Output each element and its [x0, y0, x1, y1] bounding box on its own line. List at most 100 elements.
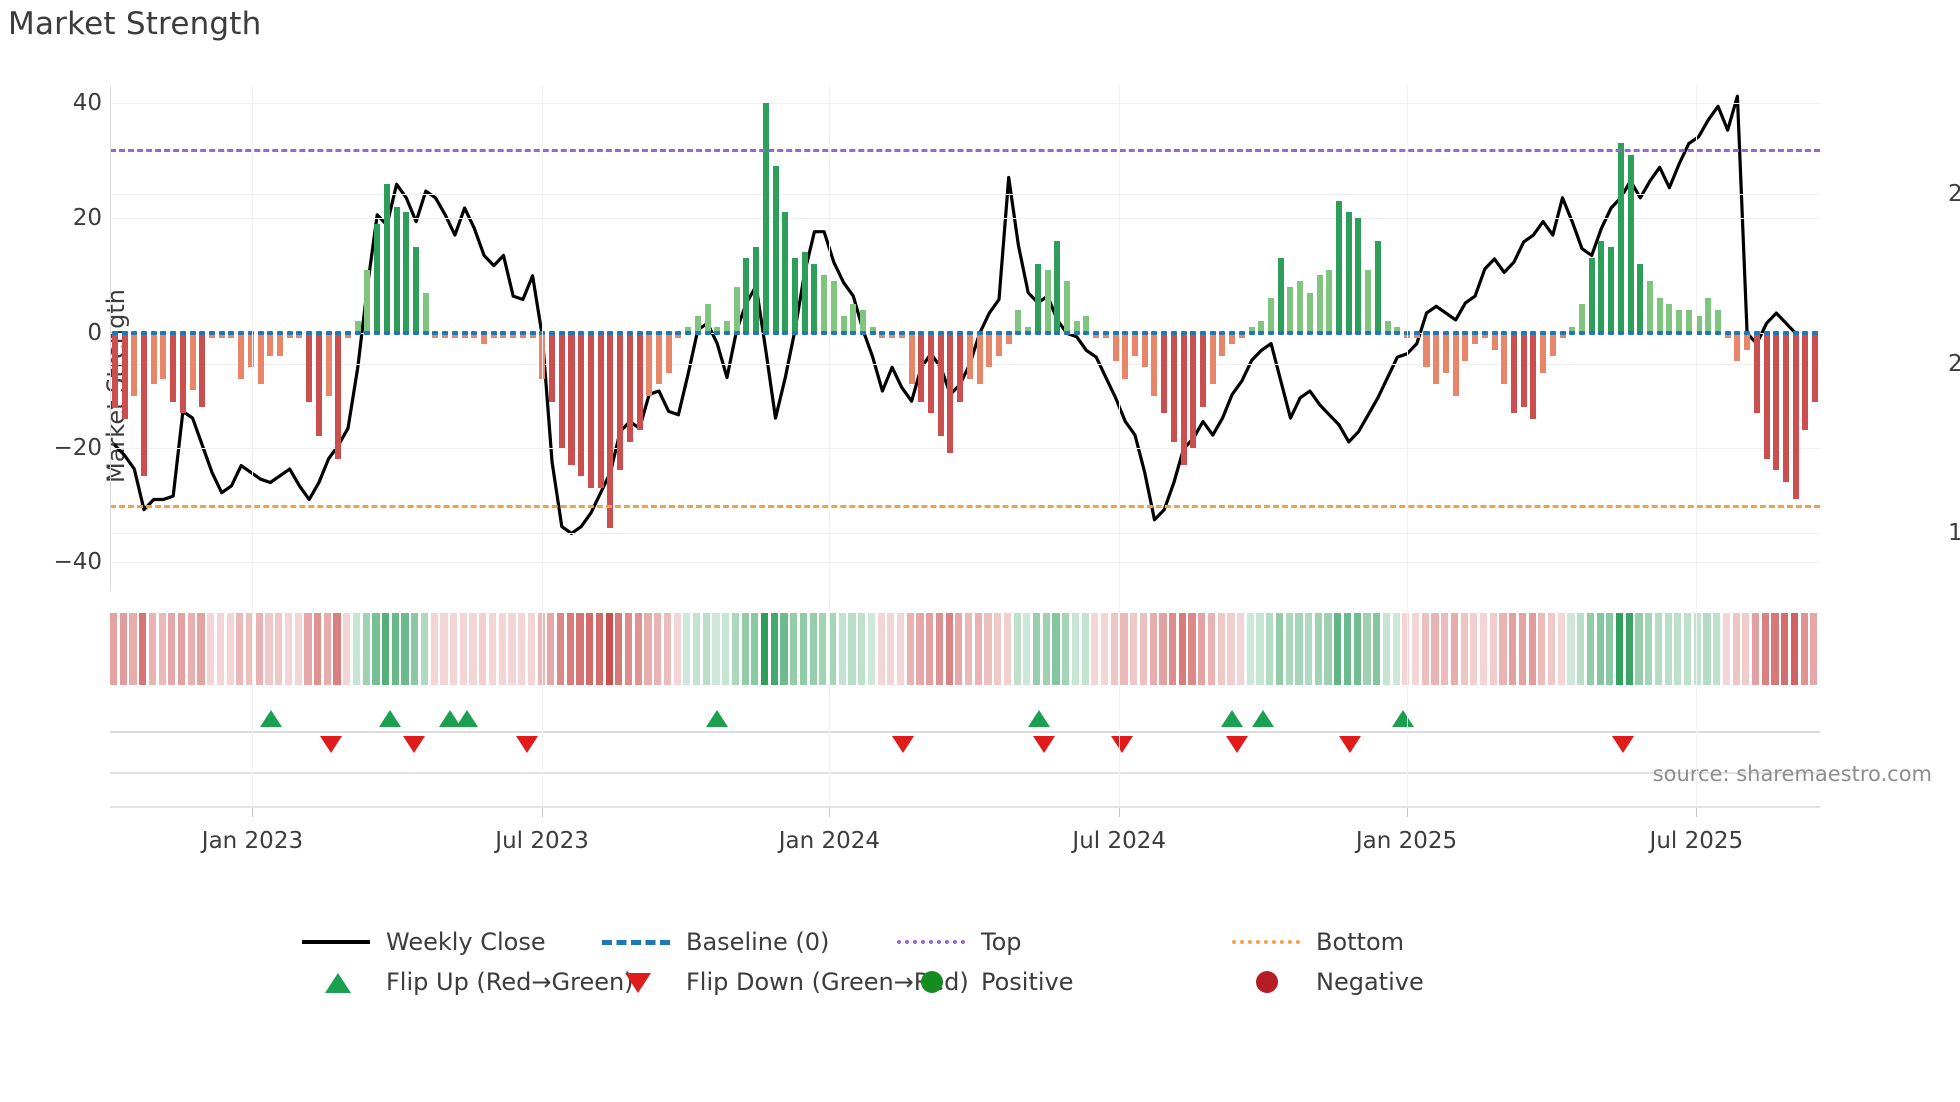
strength-bar: [1472, 332, 1479, 345]
strength-bar: [1316, 275, 1323, 333]
baseline-segment: [189, 330, 196, 335]
heat-cell: [858, 613, 866, 685]
baseline-segment: [995, 330, 1002, 335]
flip-down-marker[interactable]: [1032, 736, 1055, 753]
baseline-segment: [1394, 330, 1401, 335]
baseline-segment: [1297, 330, 1304, 335]
flip-up-marker[interactable]: [706, 710, 729, 727]
heat-cell: [1101, 613, 1109, 685]
heat-cell: [819, 613, 827, 685]
strength-bar: [1151, 332, 1158, 396]
heat-cell: [634, 613, 642, 685]
strength-bar: [1423, 332, 1430, 368]
strength-bar: [704, 304, 711, 333]
heat-cell: [1052, 613, 1060, 685]
flip-down-marker[interactable]: [1225, 736, 1248, 753]
strength-bar: [286, 332, 293, 339]
baseline-segment: [335, 330, 342, 335]
strength-bar: [1287, 286, 1294, 333]
heat-cell: [1509, 613, 1517, 685]
legend-item-positive[interactable]: Positive: [895, 960, 1074, 1004]
strength-bar: [772, 166, 779, 333]
baseline-segment: [510, 330, 517, 335]
triangle-up-icon: [300, 970, 372, 994]
flip-down-marker[interactable]: [403, 736, 426, 753]
flip-down-marker[interactable]: [892, 736, 915, 753]
flip-up-marker[interactable]: [1391, 710, 1414, 727]
heat-cell: [333, 613, 341, 685]
baseline-segment: [354, 330, 361, 335]
baseline-segment: [432, 330, 439, 335]
heat-cell: [430, 613, 438, 685]
baseline-segment: [228, 330, 235, 335]
heat-cell: [488, 613, 497, 685]
heat-cell: [877, 613, 885, 685]
baseline-segment: [733, 330, 740, 335]
heat-cell: [1635, 613, 1643, 685]
heat-cell: [401, 613, 409, 685]
baseline-segment: [529, 330, 536, 335]
heat-cell: [1421, 613, 1429, 685]
baseline-segment: [1578, 330, 1585, 335]
legend-item-bottom[interactable]: Bottom: [1230, 920, 1404, 964]
baseline-segment: [1161, 330, 1168, 335]
flip-up-marker[interactable]: [1251, 710, 1274, 727]
heat-cell: [576, 613, 584, 685]
strength-bar: [850, 304, 857, 333]
flip-up-marker[interactable]: [1220, 710, 1243, 727]
strength-bar: [1044, 269, 1051, 333]
strength-bar: [403, 212, 410, 333]
flip-up-marker[interactable]: [1027, 710, 1050, 727]
baseline-segment: [665, 330, 672, 335]
divider-rule-lower: [110, 806, 1820, 808]
heat-cell: [197, 613, 205, 685]
heat-cell: [148, 613, 157, 685]
flip-down-marker[interactable]: [516, 736, 539, 753]
flip-up-marker[interactable]: [456, 710, 479, 727]
x-axis-tick-label: Jul 2024: [1072, 828, 1167, 854]
flip-down-marker[interactable]: [319, 736, 342, 753]
baseline-segment: [1355, 330, 1362, 335]
strength-bar: [1064, 281, 1071, 333]
heat-cell: [1557, 613, 1565, 685]
strength-bar: [1481, 332, 1488, 339]
legend-item-baseline-0[interactable]: Baseline (0): [600, 920, 829, 964]
baseline-segment: [549, 330, 556, 335]
legend-item-weekly-close[interactable]: Weekly Close: [300, 920, 546, 964]
heat-cell: [479, 613, 487, 685]
heat-cell: [1373, 613, 1381, 685]
strength-bar: [500, 332, 507, 339]
flip-down-marker[interactable]: [1338, 736, 1361, 753]
legend-item-flip-up-red-green[interactable]: Flip Up (Red→Green): [300, 960, 634, 1004]
strength-bar: [918, 332, 925, 402]
heat-cell: [1081, 613, 1089, 685]
legend-label: Bottom: [1316, 928, 1405, 956]
heat-cell: [663, 613, 671, 685]
flip-down-marker[interactable]: [1612, 736, 1635, 753]
baseline-segment: [879, 330, 886, 335]
heat-cell: [702, 613, 710, 685]
strength-bar: [364, 269, 371, 333]
chart-canvas: [113, 94, 1798, 535]
x-gridline: [1696, 86, 1698, 806]
baseline-segment: [1200, 330, 1207, 335]
strength-bar: [1442, 332, 1449, 373]
baseline-segment: [238, 330, 245, 335]
heat-cell: [848, 613, 856, 685]
baseline-segment: [1054, 330, 1061, 335]
strength-bar: [471, 332, 478, 339]
x-gridline: [542, 86, 544, 806]
flip-up-marker[interactable]: [439, 710, 462, 727]
strength-bar: [1773, 332, 1780, 471]
legend-item-negative[interactable]: Negative: [1230, 960, 1424, 1004]
heat-cell: [1674, 613, 1682, 685]
baseline-segment: [830, 330, 837, 335]
legend-label: Top: [981, 928, 1022, 956]
flip-up-marker[interactable]: [259, 710, 282, 727]
legend-item-top[interactable]: Top: [895, 920, 1022, 964]
flip-down-marker[interactable]: [1111, 736, 1134, 753]
flip-up-marker[interactable]: [379, 710, 402, 727]
heat-cell: [1033, 613, 1041, 685]
strength-bar: [1491, 332, 1498, 350]
baseline-segment: [1268, 330, 1275, 335]
